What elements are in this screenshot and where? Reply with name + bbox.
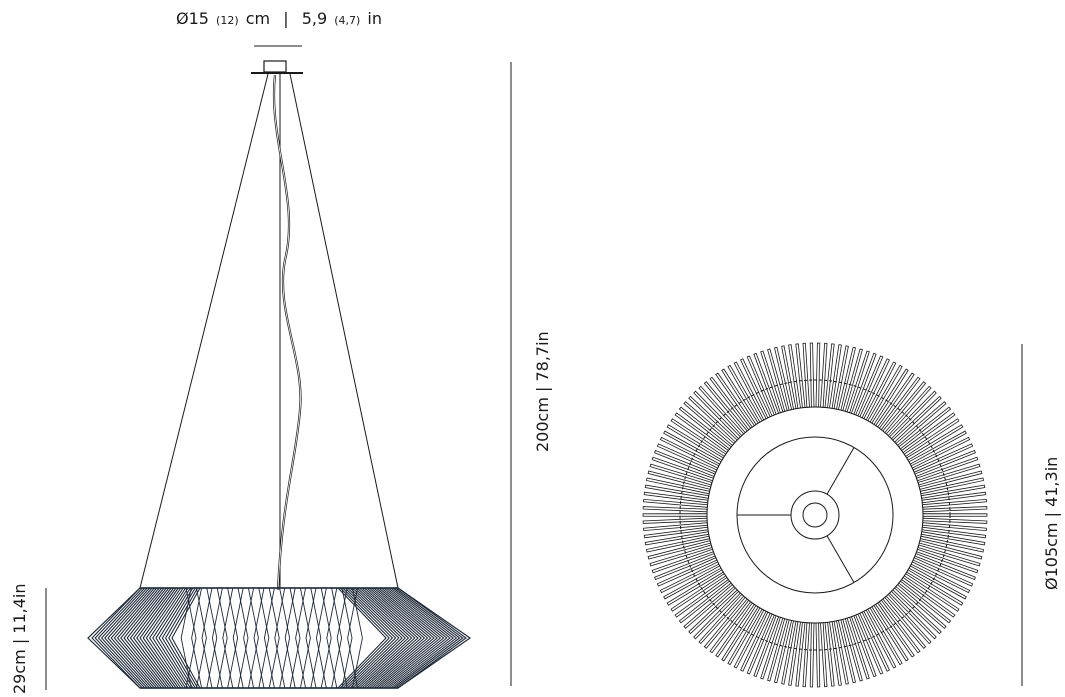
overall-height-label: 200cm | 78,7in: [533, 331, 552, 452]
ceiling-canopy: [251, 60, 303, 74]
lamp-shade-side-view: [87, 587, 472, 689]
shade-height-label: 29cm | 11,4in: [10, 583, 29, 694]
power-cord: [272, 74, 302, 591]
canopy-dimension-label: Ø15 (12) cm | 5,9 (4,7) in: [176, 9, 382, 28]
suspension-cables: [139, 73, 399, 589]
lamp-shade-top-view: [642, 342, 988, 688]
shade-diameter-label: Ø105cm | 41,3in: [1042, 457, 1061, 590]
